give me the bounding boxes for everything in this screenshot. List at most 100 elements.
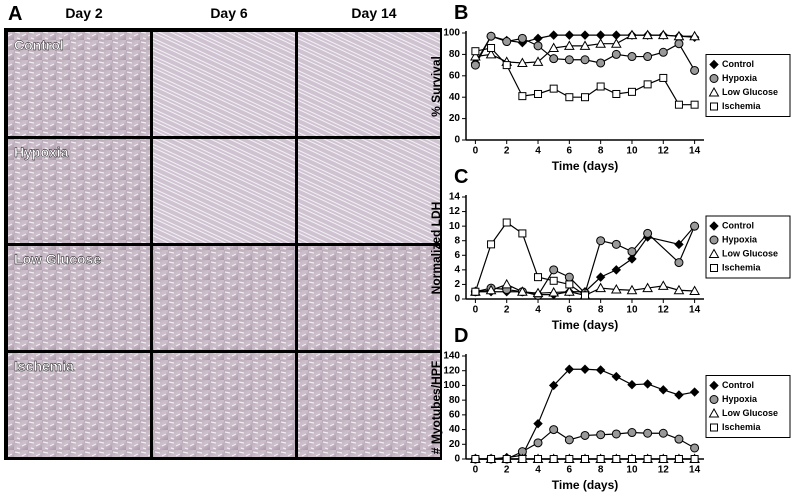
point <box>502 218 511 227</box>
micrograph-panel: A Day 2 Day 6 Day 14 Control Hypoxia Low Gluco… <box>4 3 442 460</box>
point <box>643 428 653 438</box>
x-tick-label: 14 <box>689 465 701 476</box>
x-tick-label: 14 <box>689 146 701 157</box>
point <box>626 284 638 295</box>
legend-marker <box>708 86 720 97</box>
point <box>564 30 575 40</box>
micrograph <box>153 139 295 243</box>
x-tick-label: 8 <box>598 305 604 316</box>
point <box>534 273 543 282</box>
point <box>581 291 589 300</box>
point <box>612 455 621 463</box>
point <box>548 42 560 52</box>
micrograph <box>8 353 150 457</box>
y-tick-label: 2 <box>454 279 460 290</box>
point <box>502 61 511 70</box>
point <box>487 240 496 249</box>
point <box>548 30 559 40</box>
point <box>580 364 590 374</box>
point <box>565 93 574 102</box>
point <box>689 387 700 397</box>
x-tick-label: 0 <box>473 465 479 476</box>
point <box>674 100 683 109</box>
point <box>565 280 574 289</box>
y-tick-label: 8 <box>454 235 460 246</box>
point <box>595 30 606 40</box>
point <box>659 73 668 82</box>
point <box>470 51 481 61</box>
x-tick-label: 2 <box>504 465 510 476</box>
point <box>564 435 574 445</box>
legend-marker <box>709 59 719 70</box>
point <box>548 380 559 391</box>
point <box>611 429 621 439</box>
y-tick-label: 12 <box>449 206 461 217</box>
x-tick-label: 10 <box>626 305 638 316</box>
legend-marker <box>708 248 720 258</box>
point <box>518 455 527 463</box>
point <box>517 33 527 43</box>
point <box>485 48 497 59</box>
point <box>595 282 607 293</box>
legend-marker <box>708 407 720 418</box>
point <box>643 455 652 463</box>
legend-label: Control <box>722 59 754 69</box>
point <box>690 443 700 453</box>
point <box>674 434 684 444</box>
y-axis-title: Normalized LDH <box>429 202 443 295</box>
point <box>690 65 700 75</box>
point <box>580 55 590 65</box>
point <box>658 428 668 438</box>
point <box>564 272 574 282</box>
legend <box>705 215 791 279</box>
point <box>471 47 480 56</box>
micrograph <box>298 139 440 243</box>
point <box>627 52 637 62</box>
y-tick-label: 4 <box>454 264 460 275</box>
column-label: Day 6 <box>210 5 248 21</box>
point <box>690 455 699 463</box>
x-tick-label: 0 <box>473 146 479 157</box>
y-tick-label: 100 <box>443 380 460 391</box>
micrograph <box>153 353 295 457</box>
point <box>610 38 622 48</box>
point <box>501 278 513 289</box>
point <box>534 455 543 463</box>
y-tick-label: 40 <box>449 424 461 435</box>
point <box>532 287 544 298</box>
x-tick-label: 6 <box>567 305 573 316</box>
point <box>673 30 685 41</box>
point <box>642 282 653 293</box>
point <box>564 55 574 65</box>
x-axis-title: Time (days) <box>552 318 618 332</box>
y-axis-title: % Survival <box>429 56 443 117</box>
micrograph <box>8 139 150 243</box>
point <box>518 229 527 238</box>
point <box>580 30 590 40</box>
y-tick-label: 100 <box>443 28 460 39</box>
y-tick-label: 0 <box>454 135 460 146</box>
legend <box>705 54 791 117</box>
y-tick-label: 80 <box>449 49 461 60</box>
chart: D 0 20 40 60 80 100 120 140 0 2 4 6 8 10 12 14 Time (days… <box>429 325 791 492</box>
y-tick-label: 20 <box>449 439 461 450</box>
y-tick-label: 60 <box>449 70 461 81</box>
point <box>689 30 700 41</box>
point <box>595 38 607 48</box>
point <box>533 438 543 448</box>
legend-label: Control <box>722 220 754 230</box>
point <box>563 40 575 50</box>
y-tick-label: 0 <box>454 454 460 465</box>
point <box>674 390 684 400</box>
point <box>486 31 496 41</box>
y-axis-title: # Myotubes/HPF <box>429 361 443 454</box>
point <box>596 430 606 440</box>
x-tick-label: 4 <box>535 465 541 476</box>
legend-marker <box>710 264 718 272</box>
row-label: Ischemia <box>14 358 74 374</box>
point <box>579 40 591 50</box>
point <box>581 93 589 102</box>
column-label: Day 2 <box>65 5 103 21</box>
point <box>611 49 621 59</box>
legend-marker <box>709 235 719 245</box>
